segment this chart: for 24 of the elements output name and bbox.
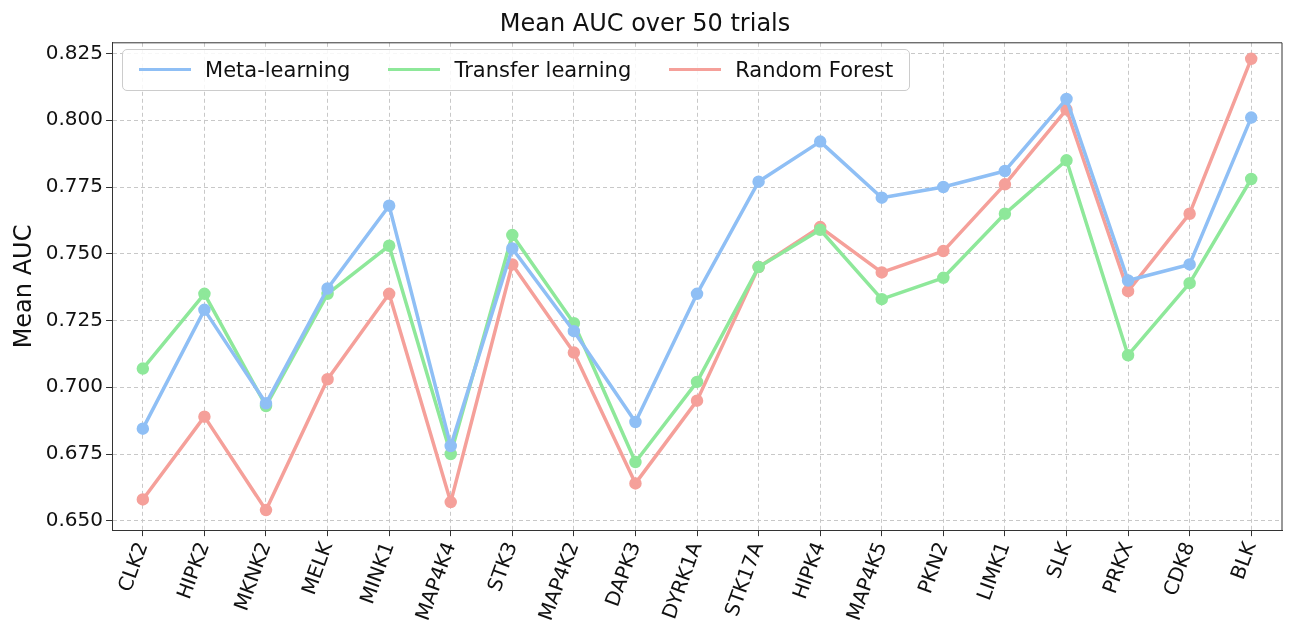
y-tick-label: 0.775 — [45, 173, 104, 198]
x-tick-label: BLK — [1225, 537, 1262, 583]
legend-label: Meta-learning — [205, 57, 351, 82]
legend-label: Random Forest — [735, 57, 894, 82]
x-tick-label: CLK2 — [112, 538, 153, 595]
y-tick-label: 0.825 — [45, 39, 104, 64]
x-tick-label: STK3 — [481, 538, 522, 595]
y-tick-label: 0.675 — [45, 440, 104, 465]
y-tick-label: 0.700 — [45, 373, 104, 398]
x-tick-label: SLK — [1040, 537, 1077, 582]
x-tick-label: HIPK2 — [171, 538, 215, 603]
y-tick-label: 0.650 — [45, 507, 104, 531]
x-tick-label: CDK8 — [1157, 538, 1200, 599]
y-tick-label: 0.800 — [45, 106, 104, 131]
x-tick-label: HIPK4 — [787, 538, 830, 603]
legend-label: Transfer learning — [454, 57, 632, 82]
x-tick-label: PKN2 — [912, 538, 953, 597]
x-tick-label: MELK — [296, 537, 338, 598]
x-tick-label: LIMK1 — [971, 538, 1015, 604]
y-tick-label: 0.725 — [45, 306, 104, 331]
chart-title: Mean AUC over 50 trials — [499, 8, 791, 37]
x-tick-label: PRKX — [1097, 538, 1138, 597]
y-axis-title: Mean AUC — [8, 224, 37, 349]
y-tick-label: 0.750 — [45, 239, 104, 264]
